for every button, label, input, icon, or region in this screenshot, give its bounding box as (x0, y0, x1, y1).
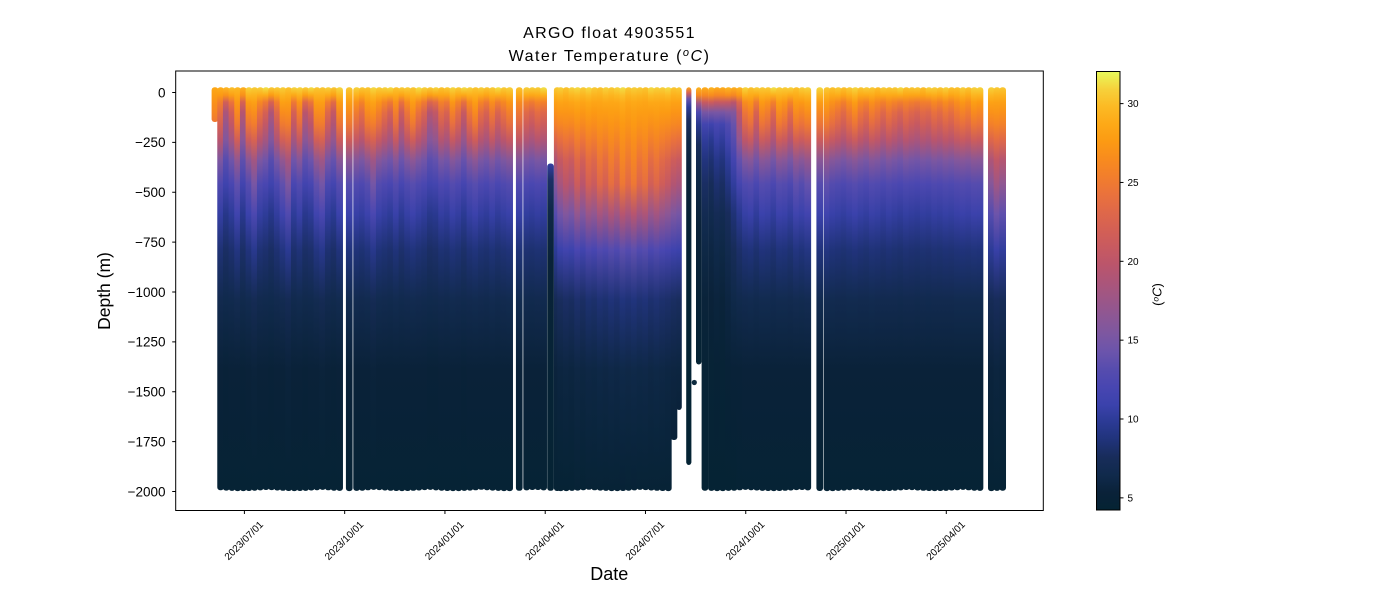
svg-text:Depth (m): Depth (m) (94, 252, 114, 330)
svg-text:−1500: −1500 (128, 385, 166, 400)
svg-text:(oC): (oC) (1150, 283, 1166, 306)
svg-text:Water Temperature (oC): Water Temperature (oC) (509, 47, 711, 65)
svg-text:30: 30 (1128, 99, 1140, 110)
svg-text:−1250: −1250 (128, 335, 166, 350)
svg-text:0: 0 (158, 85, 166, 100)
svg-text:10: 10 (1128, 415, 1140, 426)
svg-text:Date: Date (590, 564, 628, 584)
svg-text:25: 25 (1128, 178, 1140, 189)
svg-text:−750: −750 (135, 235, 165, 250)
svg-text:5: 5 (1128, 493, 1134, 504)
svg-text:−500: −500 (135, 185, 165, 200)
svg-text:−250: −250 (135, 135, 165, 150)
svg-text:ARGO float 4903551: ARGO float 4903551 (523, 25, 696, 42)
svg-text:−1000: −1000 (128, 285, 166, 300)
svg-text:20: 20 (1128, 257, 1140, 268)
svg-text:−1750: −1750 (128, 434, 166, 449)
svg-text:−2000: −2000 (128, 484, 166, 499)
svg-text:15: 15 (1128, 336, 1140, 347)
